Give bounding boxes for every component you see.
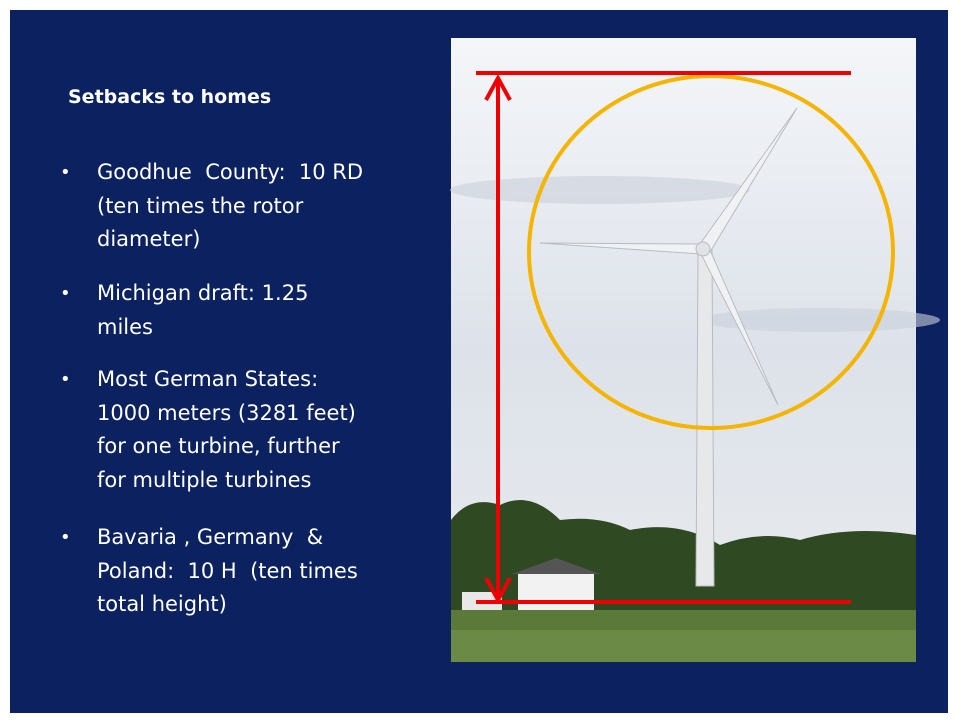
tower	[696, 250, 714, 586]
photo	[0, 0, 958, 723]
hub	[696, 242, 710, 256]
house	[518, 572, 594, 610]
cloud	[450, 176, 750, 204]
page: Setbacks to homes •Goodhue County: 10 RD…	[0, 0, 958, 723]
field	[451, 630, 916, 662]
